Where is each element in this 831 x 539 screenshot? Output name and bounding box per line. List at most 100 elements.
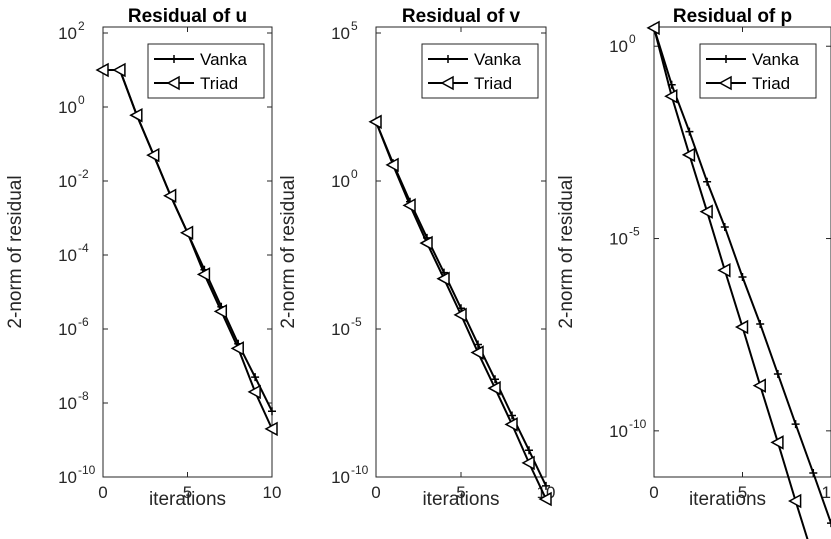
- vanka-point: [542, 481, 550, 490]
- vanka-point: [720, 222, 729, 231]
- y-tick-exponent: 0: [78, 93, 85, 107]
- x-tick-label: 5: [183, 483, 192, 502]
- legend-label: Triad: [752, 74, 790, 93]
- y-tick-exponent: -10: [78, 463, 96, 477]
- triad-point: [112, 62, 126, 78]
- triad-point: [247, 384, 261, 400]
- triad-point: [538, 491, 552, 507]
- vanka-point: [738, 273, 747, 281]
- triad-point: [521, 455, 535, 471]
- y-tick-exponent: 0: [629, 32, 636, 46]
- chart-title: Residual of p: [673, 6, 792, 27]
- y-axis-label: 2-norm of residual: [5, 175, 26, 328]
- legend-label: Vanka: [752, 50, 799, 69]
- triad-point: [213, 304, 228, 319]
- triad-point: [664, 89, 678, 104]
- vanka-point: [251, 373, 260, 382]
- triad-point: [681, 147, 696, 163]
- triad-point: [717, 262, 731, 278]
- triad-point: [752, 378, 766, 393]
- triad-point: [95, 62, 109, 78]
- vanka-point: [703, 177, 712, 186]
- y-axis-label: 2-norm of residual: [556, 175, 577, 328]
- triad-point: [504, 417, 518, 432]
- triad-point: [385, 157, 399, 173]
- y-tick-label: 10: [331, 320, 350, 339]
- triad-point: [453, 307, 467, 323]
- legend-marker-plus: [170, 55, 178, 63]
- vanka-point: [773, 370, 782, 379]
- x-tick-label: 5: [738, 483, 747, 502]
- triad-point: [196, 267, 211, 282]
- triad-point: [436, 271, 450, 286]
- triad-point: [146, 147, 160, 163]
- y-tick-label: 10: [609, 422, 628, 441]
- x-tick-label: 0: [371, 483, 380, 502]
- y-tick-label: 10: [609, 37, 628, 56]
- vanka-point: [268, 407, 276, 416]
- y-tick-label: 10: [58, 172, 77, 191]
- y-tick-exponent: 0: [351, 167, 358, 181]
- legend-marker-plus: [722, 55, 730, 63]
- triad-point: [402, 198, 416, 213]
- vanka-point: [685, 127, 694, 136]
- y-tick-exponent: -10: [351, 463, 369, 477]
- legend-box: [147, 43, 265, 99]
- triad-point: [368, 114, 382, 130]
- y-tick-exponent: -2: [78, 167, 89, 181]
- legend-marker-triangle: [718, 75, 732, 91]
- triad-point: [646, 20, 660, 36]
- chart-title: Residual of v: [402, 6, 521, 27]
- triad-point: [264, 421, 278, 437]
- triad-point: [419, 235, 433, 251]
- vanka-point: [791, 420, 800, 429]
- y-tick-label: 10: [58, 246, 77, 265]
- y-tick-label: 10: [58, 468, 77, 487]
- plot-area: [375, 26, 547, 478]
- legend-marker-triangle: [166, 75, 180, 91]
- x-axis-label: iterations: [689, 489, 766, 510]
- legend: Vanka Triad: [699, 43, 817, 99]
- vanka-point: [827, 519, 831, 528]
- y-tick-label: 10: [609, 230, 628, 249]
- y-tick-label: 10: [331, 172, 350, 191]
- y-tick-exponent: -6: [78, 315, 89, 329]
- triad-point: [179, 225, 194, 240]
- y-tick-exponent: -5: [629, 225, 640, 239]
- y-tick-label: 10: [331, 468, 350, 487]
- triad-point: [734, 319, 749, 335]
- triad-point: [129, 107, 143, 123]
- x-axis-label: iterations: [422, 489, 499, 510]
- y-tick-label: 10: [58, 98, 77, 117]
- x-tick-label: 10: [263, 483, 282, 502]
- legend-label: Vanka: [200, 50, 247, 69]
- y-tick-exponent: 2: [78, 19, 85, 33]
- legend-marker-triangle: [440, 75, 454, 91]
- chart-title: Residual of u: [128, 6, 247, 27]
- triad-point: [770, 435, 784, 450]
- y-tick-label: 10: [58, 24, 77, 43]
- triad-point: [699, 204, 713, 219]
- vanka-point: [491, 375, 499, 384]
- legend: Vanka Triad: [421, 43, 539, 99]
- legend-label: Triad: [474, 74, 512, 93]
- y-tick-label: 10: [331, 24, 350, 43]
- legend-label: Vanka: [474, 50, 521, 69]
- y-tick-exponent: -5: [351, 315, 362, 329]
- y-tick-exponent: 5: [351, 19, 358, 33]
- y-tick-exponent: -10: [629, 417, 647, 431]
- x-tick-label: 10: [822, 483, 831, 502]
- legend-box: [421, 43, 539, 99]
- triad-point: [230, 341, 244, 356]
- triad-point: [487, 380, 501, 396]
- x-axis-label: iterations: [149, 489, 226, 510]
- x-tick-label: 0: [98, 483, 107, 502]
- legend: Vanka Triad: [147, 43, 265, 99]
- legend-box: [699, 43, 817, 99]
- triad-point: [788, 493, 802, 509]
- legend-marker-plus: [444, 55, 452, 63]
- x-tick-label: 0: [649, 483, 658, 502]
